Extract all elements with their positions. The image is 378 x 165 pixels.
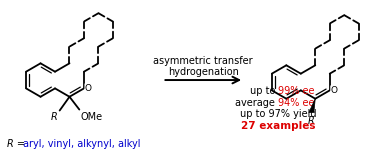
Text: average: average	[235, 98, 279, 108]
Text: up to: up to	[250, 86, 279, 96]
Text: 94% ee: 94% ee	[279, 98, 315, 108]
Text: 99% ee: 99% ee	[279, 86, 315, 96]
Text: 27 examples: 27 examples	[241, 121, 316, 131]
Polygon shape	[309, 99, 315, 113]
Text: R =: R =	[7, 139, 28, 149]
Text: hydrogenation: hydrogenation	[168, 67, 239, 77]
Text: aryl, vinyl, alkynyl, alkyl: aryl, vinyl, alkynyl, alkyl	[23, 139, 140, 149]
Text: asymmetric transfer: asymmetric transfer	[153, 56, 253, 66]
Text: O: O	[331, 86, 338, 95]
Text: R: R	[51, 112, 58, 121]
Text: up to 97% yield: up to 97% yield	[240, 109, 317, 119]
Text: R: R	[308, 116, 315, 126]
Text: O: O	[85, 84, 92, 93]
Text: OMe: OMe	[80, 112, 102, 121]
